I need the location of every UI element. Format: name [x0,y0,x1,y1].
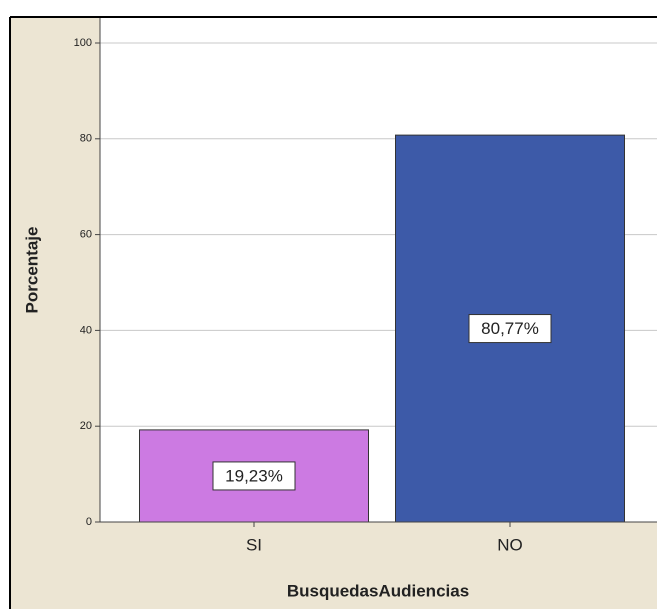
data-label: 80,77% [481,319,539,338]
y-tick-label: 100 [74,37,92,49]
y-tick-label: 60 [80,229,92,241]
data-label-box [212,461,296,491]
x-tick-label: SI [246,535,262,554]
y-tick-label: 40 [80,324,92,336]
x-tick-label: NO [497,535,523,554]
y-axis-title: Porcentaje [22,227,41,314]
x-axis-title: BusquedasAudiencias [287,581,469,600]
data-label: 19,23% [225,466,283,485]
y-tick-label: 20 [80,420,92,432]
y-tick-label: 0 [86,516,92,528]
data-label-box [468,314,552,344]
y-tick-label: 80 [80,133,92,145]
